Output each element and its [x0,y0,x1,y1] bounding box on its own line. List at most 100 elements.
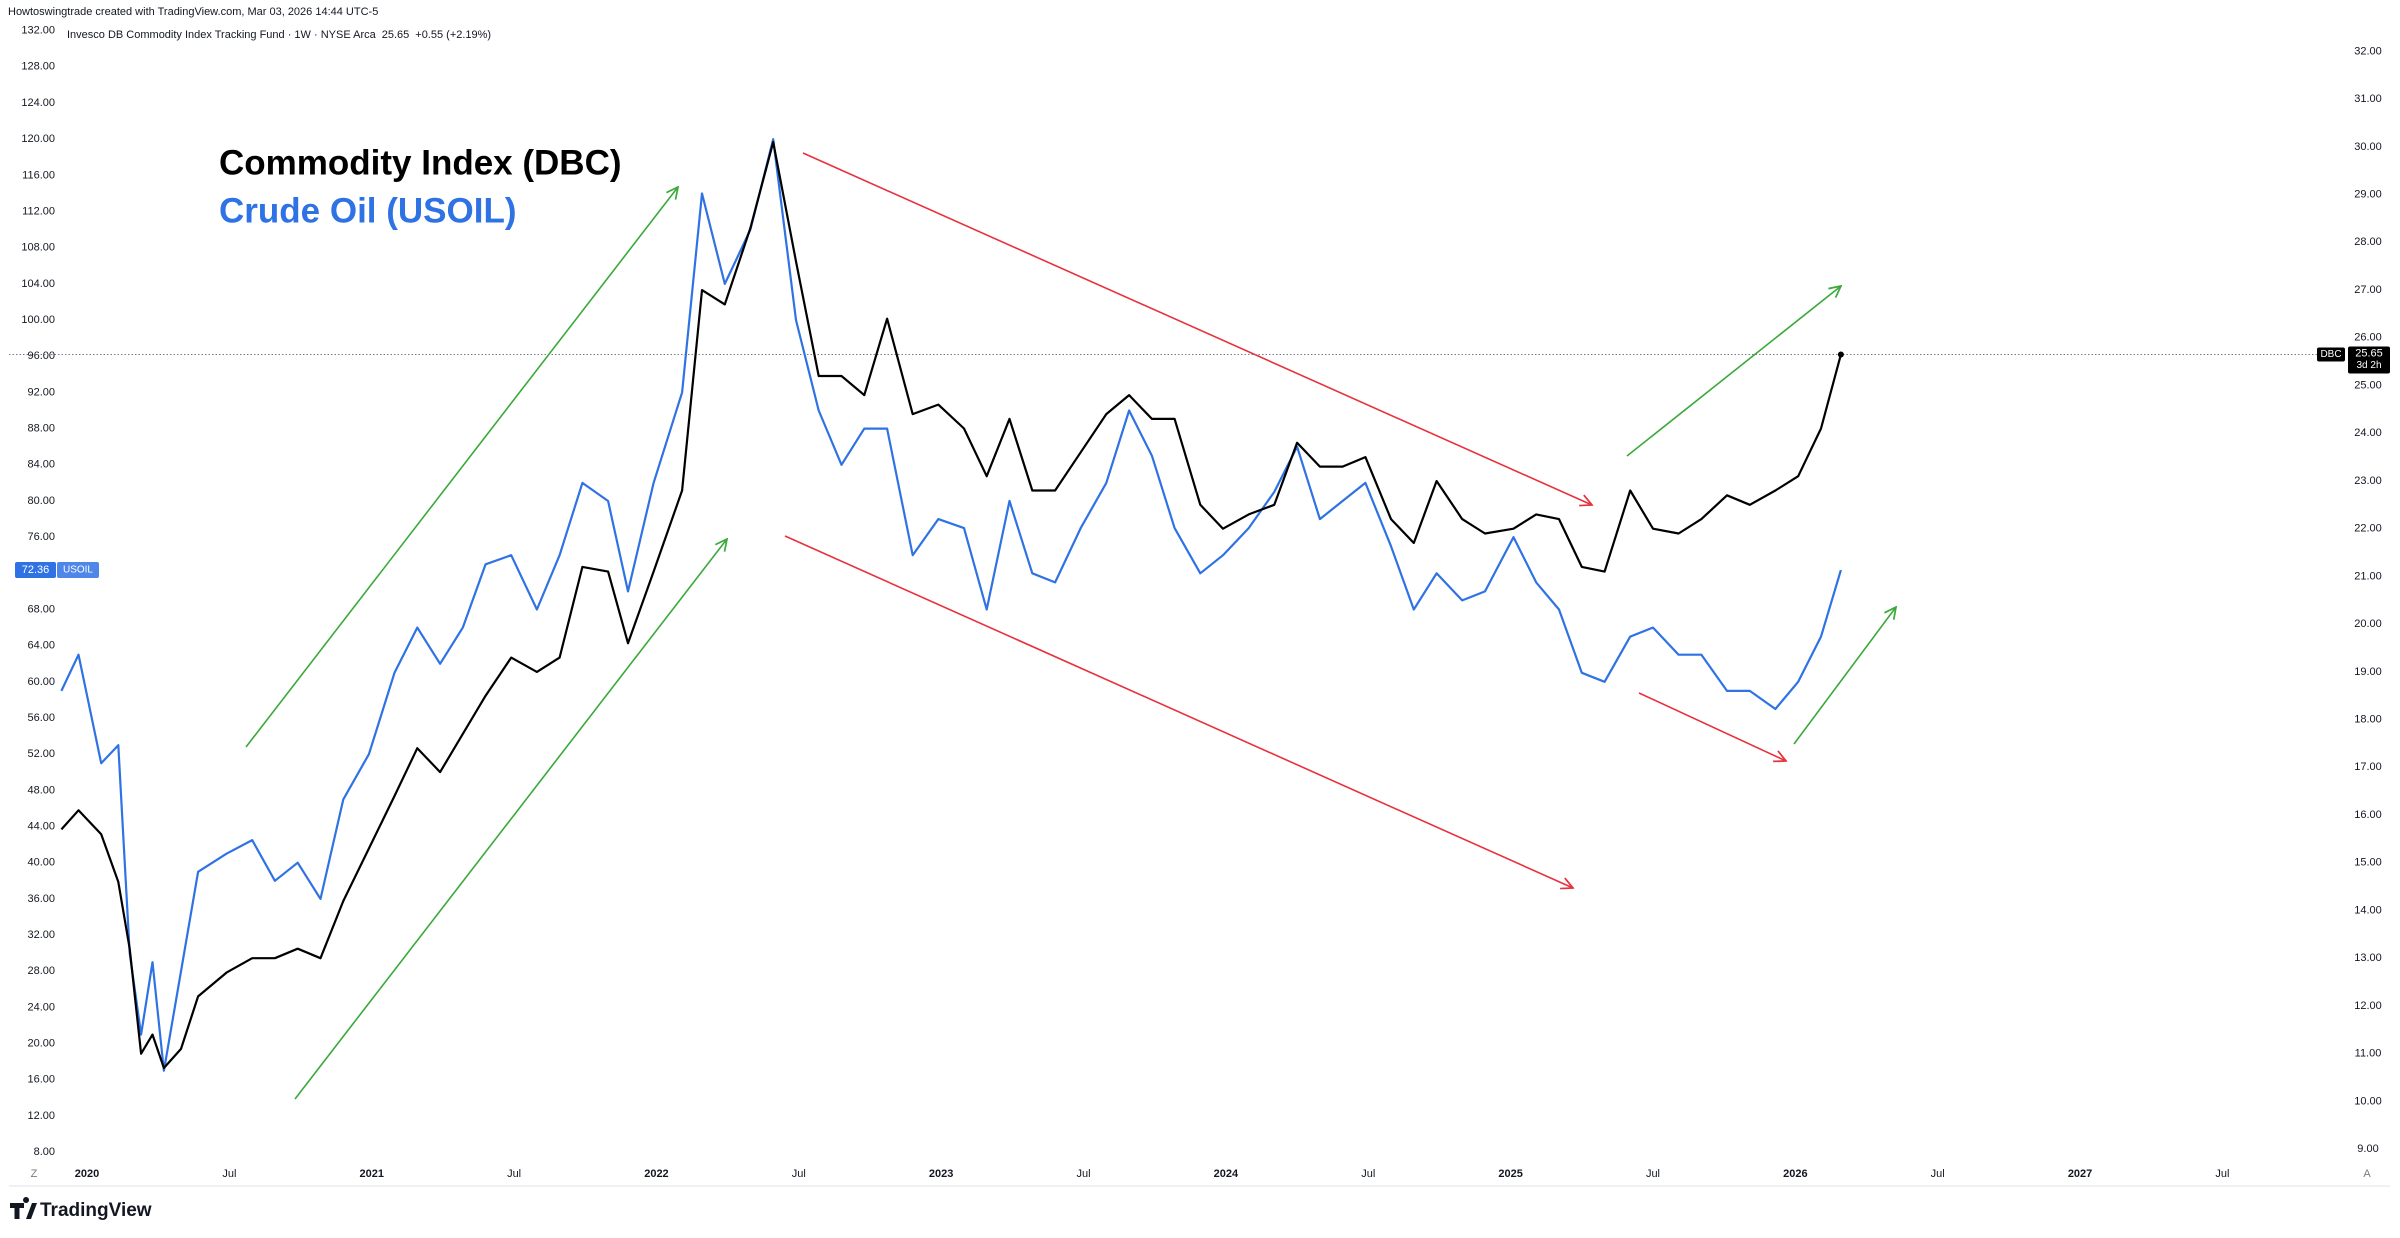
trend-arrow [802,152,1592,505]
y2-tick-label: 23.00 [2354,475,2382,487]
y-tick-label: 92.00 [27,386,55,398]
y-tick-label: 116.00 [22,169,55,181]
y2-tick-label: 31.00 [2354,93,2382,105]
x-tick-label: Jul [792,1168,806,1180]
brand: TradingView [40,1200,152,1221]
y-tick-label: 16.00 [27,1074,55,1086]
y2-tick-label: 16.00 [2354,809,2382,821]
scale-button[interactable]: Z [31,1168,38,1180]
y-tick-label: 76.00 [27,531,55,543]
x-tick-label: 2022 [644,1168,668,1180]
y-tick-label: 104.00 [21,278,55,290]
y2-tick-label: 29.00 [2354,189,2382,201]
y2-tick-label: 19.00 [2354,666,2382,678]
y2-tick-label: 10.00 [2354,1095,2382,1107]
y-tick-label: 60.00 [27,676,55,688]
y2-tick-label: 13.00 [2354,952,2382,964]
legend-label: Crude Oil (USOIL) [219,191,517,230]
x-tick-label: 2023 [929,1168,953,1180]
y2-tick-label: 27.00 [2354,284,2382,296]
price-tag-bg [15,562,56,579]
x-tick-label: 2026 [1783,1168,1807,1180]
y2-tick-label: 24.00 [2354,427,2382,439]
y-tick-label: 24.00 [27,1001,55,1013]
x-tick-label: 2020 [75,1168,99,1180]
y2-tick-label: 15.00 [2354,857,2382,869]
series-line [60,141,1842,1070]
legend-label: Commodity Index (DBC) [219,143,622,182]
symbol-tag-bg [57,562,99,579]
x-tick-label: Jul [222,1168,236,1180]
brand-logo: TradingView [10,1197,152,1221]
y-tick-label: 120.00 [21,133,55,145]
y-tick-label: 48.00 [27,784,55,796]
y-tick-label: 84.00 [27,459,55,471]
countdown: 3d 2h [2356,360,2381,371]
y-tick-label: 40.00 [27,857,55,869]
symbol-tag: DBC [2320,349,2341,360]
drawings [245,152,1896,1100]
y-tick-label: 32.00 [27,929,55,941]
y-tick-label: 64.00 [27,640,55,652]
y-tick-label: 36.00 [27,893,55,905]
y-tick-label: 112.00 [22,205,55,217]
y-tick-label: 68.00 [27,603,55,615]
y-tick-label: 12.00 [27,1110,55,1122]
price-tag: 25.65 [2355,347,2383,359]
x-tick-label: Jul [1931,1168,1945,1180]
y2-tick-label: 28.00 [2354,236,2382,248]
y-tick-label: 96.00 [27,350,55,362]
last-point [1837,351,1844,358]
price-tag: 72.36 [22,564,50,576]
x-tick-label: 2025 [1498,1168,1522,1180]
y2-tick-label: 12.00 [2354,1000,2382,1012]
trend-arrow [1793,607,1896,745]
y-tick-label: 132.00 [21,25,55,37]
trend-arrow [294,539,727,1100]
y2-tick-label: 17.00 [2354,761,2382,773]
y2-tick-label: 20.00 [2354,618,2382,630]
x-tick-label: Jul [507,1168,521,1180]
price-change: +0.55 (+2.19%) [415,29,492,41]
trend-arrow [784,535,1573,888]
series-line [60,138,1842,1072]
y2-tick-label: 32.00 [2354,45,2382,57]
x-tick-label: Jul [2215,1168,2229,1180]
price-tag-bg [2348,346,2390,374]
y2-tick-label: 11.00 [2355,1048,2382,1060]
y2-tick-label: 9.00 [2357,1143,2378,1155]
y-tick-label: 52.00 [27,748,55,760]
y-tick-label: 108.00 [21,242,55,254]
scale-button[interactable]: A [2363,1168,2371,1180]
y-tick-label: 44.00 [27,820,55,832]
y2-tick-label: 25.00 [2354,379,2382,391]
y2-tick-label: 21.00 [2354,570,2382,582]
symbol-title: Invesco DB Commodity Index Tracking Fund… [67,29,376,41]
symbol-tag: USOIL [63,565,93,576]
x-tick-label: 2024 [1214,1168,1239,1180]
y-tick-label: 100.00 [21,314,55,326]
y2-tick-label: 22.00 [2354,523,2382,535]
x-tick-label: Jul [1077,1168,1091,1180]
trend-arrow [245,187,678,748]
y-tick-label: 28.00 [27,965,55,977]
last-price: 25.65 [381,29,410,41]
y-tick-label: 56.00 [27,712,55,724]
y2-tick-label: 14.00 [2354,904,2382,916]
x-tick-label: Jul [1361,1168,1375,1180]
y2-tick-label: 26.00 [2354,332,2382,344]
attribution: Howtoswingtrade created with TradingView… [8,6,379,18]
trend-arrow [1626,286,1841,457]
y-tick-label: 88.00 [27,423,55,435]
y2-tick-label: 18.00 [2354,714,2382,726]
x-tick-label: 2027 [2068,1168,2092,1180]
symbol-header: Invesco DB Commodity Index Tracking Fund… [67,29,497,41]
y-tick-label: 80.00 [27,495,55,507]
y2-tick-label: 30.00 [2354,141,2382,153]
y-tick-label: 128.00 [21,61,55,73]
x-tick-label: 2021 [359,1168,383,1180]
y-tick-label: 20.00 [27,1038,55,1050]
trend-arrow [1638,692,1786,761]
